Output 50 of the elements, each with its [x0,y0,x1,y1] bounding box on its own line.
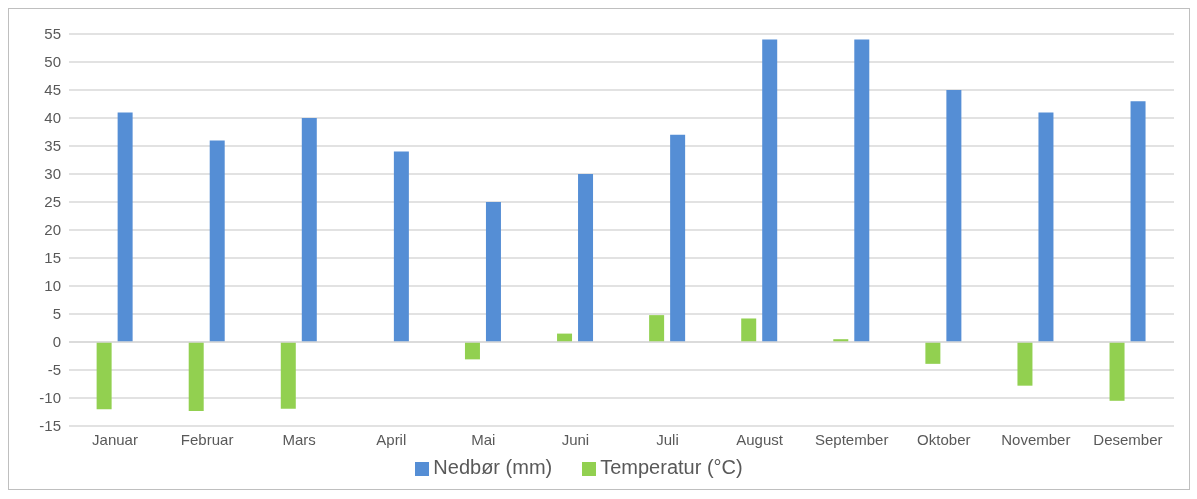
bar [1109,342,1125,401]
y-tick-label: 5 [52,305,61,323]
y-tick-label: 15 [44,249,61,267]
x-tick-label: April [376,430,407,448]
bar [649,315,665,342]
bar [464,342,480,360]
bar [117,112,133,342]
y-tick-label: 55 [44,25,61,43]
y-tick-label: 20 [44,221,61,239]
y-tick-label: 50 [44,53,61,71]
bar [188,342,204,411]
bar [301,118,317,342]
y-tick-label: 0 [52,333,61,351]
bar [393,151,409,342]
bar [280,342,296,409]
y-tick-label: 25 [44,193,61,211]
x-tick-label: Juni [561,430,590,448]
bar [96,342,112,410]
bar [209,140,225,342]
bar [946,90,962,342]
x-tick-label: November [1001,430,1071,448]
x-tick-label: Februar [180,430,234,448]
y-tick-label: 10 [44,277,61,295]
bar [578,174,594,342]
y-tick-label: 45 [44,81,61,99]
bar [741,318,757,342]
y-tick-label: 30 [44,165,61,183]
bar [1038,112,1054,342]
bar [762,39,778,342]
x-tick-label: Juli [656,430,679,448]
legend-label: Temperatur (°C) [600,456,743,478]
y-tick-label: -15 [39,417,61,435]
bar [1017,342,1033,386]
x-tick-label: Oktober [917,430,971,448]
x-tick-label: Desember [1093,430,1163,448]
x-tick-label: August [736,430,784,448]
bar [854,39,870,342]
bar [925,342,941,364]
bar [485,202,501,342]
y-tick-label: -10 [39,389,61,407]
y-tick-label: 40 [44,109,61,127]
bar [1130,101,1146,342]
x-tick-label: Mai [471,430,496,448]
bar [670,134,686,342]
x-tick-label: Januar [92,430,138,448]
legend-label: Nedbør (mm) [433,456,553,478]
y-tick-label: -5 [47,361,61,379]
y-tick-label: 35 [44,137,61,155]
x-tick-label: September [815,430,889,448]
x-tick-label: Mars [282,430,316,448]
